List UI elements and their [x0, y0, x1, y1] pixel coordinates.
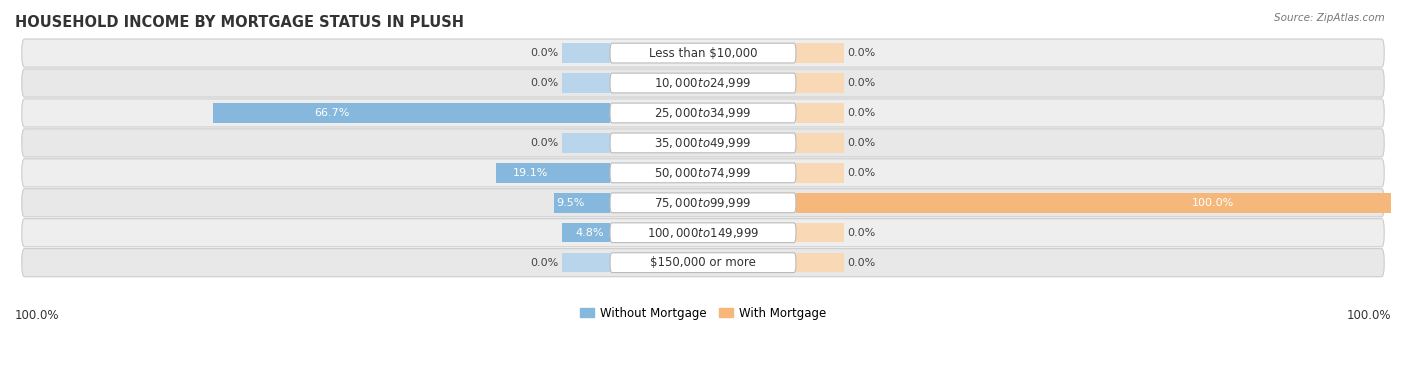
Text: 100.0%: 100.0%: [15, 309, 59, 322]
Text: Source: ZipAtlas.com: Source: ZipAtlas.com: [1274, 13, 1385, 23]
FancyBboxPatch shape: [22, 248, 1384, 277]
FancyBboxPatch shape: [22, 189, 1384, 217]
FancyBboxPatch shape: [610, 193, 796, 213]
Bar: [554, 193, 610, 213]
Text: 0.0%: 0.0%: [530, 78, 558, 88]
Bar: [796, 253, 844, 273]
Text: $25,000 to $34,999: $25,000 to $34,999: [654, 106, 752, 120]
Bar: [796, 103, 844, 123]
Text: $10,000 to $24,999: $10,000 to $24,999: [654, 76, 752, 90]
Text: $150,000 or more: $150,000 or more: [650, 256, 756, 269]
Text: $50,000 to $74,999: $50,000 to $74,999: [654, 166, 752, 180]
FancyBboxPatch shape: [22, 159, 1384, 187]
Text: $100,000 to $149,999: $100,000 to $149,999: [647, 226, 759, 240]
Text: HOUSEHOLD INCOME BY MORTGAGE STATUS IN PLUSH: HOUSEHOLD INCOME BY MORTGAGE STATUS IN P…: [15, 15, 464, 30]
Text: 0.0%: 0.0%: [848, 228, 876, 238]
FancyBboxPatch shape: [610, 223, 796, 243]
Bar: [796, 133, 844, 153]
FancyBboxPatch shape: [610, 43, 796, 63]
Bar: [796, 73, 844, 93]
Bar: [496, 163, 610, 182]
Text: 4.8%: 4.8%: [576, 228, 605, 238]
Bar: [796, 223, 844, 242]
Text: $35,000 to $49,999: $35,000 to $49,999: [654, 136, 752, 150]
Bar: [562, 253, 610, 273]
Text: 0.0%: 0.0%: [530, 257, 558, 268]
Text: 0.0%: 0.0%: [848, 48, 876, 58]
FancyBboxPatch shape: [610, 73, 796, 93]
FancyBboxPatch shape: [22, 39, 1384, 67]
Text: Less than $10,000: Less than $10,000: [648, 47, 758, 60]
FancyBboxPatch shape: [22, 69, 1384, 97]
Text: 9.5%: 9.5%: [557, 198, 585, 208]
Bar: [562, 133, 610, 153]
Text: 0.0%: 0.0%: [848, 108, 876, 118]
Bar: [562, 43, 610, 63]
Text: 66.7%: 66.7%: [315, 108, 350, 118]
FancyBboxPatch shape: [610, 133, 796, 153]
FancyBboxPatch shape: [610, 253, 796, 273]
Text: $75,000 to $99,999: $75,000 to $99,999: [654, 196, 752, 210]
FancyBboxPatch shape: [22, 219, 1384, 247]
Bar: [562, 73, 610, 93]
Text: 100.0%: 100.0%: [1347, 309, 1391, 322]
FancyBboxPatch shape: [22, 99, 1384, 127]
Text: 0.0%: 0.0%: [848, 168, 876, 178]
Bar: [562, 223, 610, 242]
Text: 100.0%: 100.0%: [1191, 198, 1233, 208]
FancyBboxPatch shape: [610, 163, 796, 183]
Text: 0.0%: 0.0%: [530, 138, 558, 148]
Text: 0.0%: 0.0%: [530, 48, 558, 58]
Legend: Without Mortgage, With Mortgage: Without Mortgage, With Mortgage: [575, 302, 831, 325]
Bar: [796, 43, 844, 63]
Text: 0.0%: 0.0%: [848, 138, 876, 148]
FancyBboxPatch shape: [22, 129, 1384, 157]
Text: 19.1%: 19.1%: [513, 168, 548, 178]
Bar: [796, 163, 844, 182]
Bar: [796, 193, 1391, 213]
Bar: [214, 103, 610, 123]
Text: 0.0%: 0.0%: [848, 78, 876, 88]
FancyBboxPatch shape: [610, 103, 796, 123]
Text: 0.0%: 0.0%: [848, 257, 876, 268]
